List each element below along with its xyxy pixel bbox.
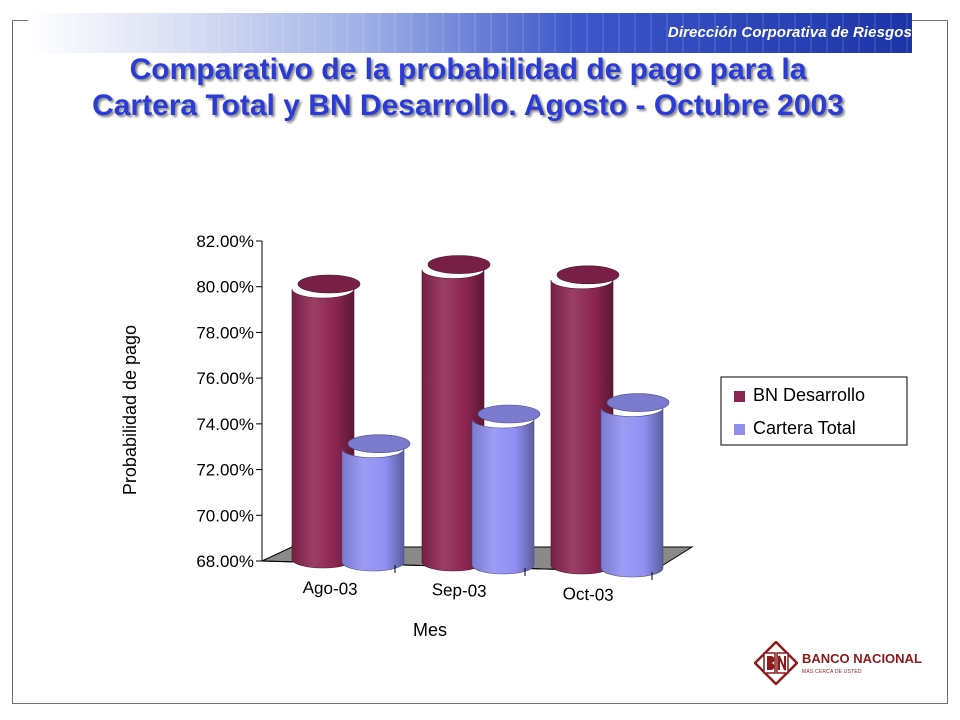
legend-swatch: [734, 391, 745, 402]
legend-label: BN Desarrollo: [753, 385, 865, 405]
x-tick-label: Oct-03: [562, 584, 614, 605]
header-text: Dirección Corporativa de Riesgos: [667, 24, 912, 41]
y-tick-label: 76.00%: [196, 369, 254, 388]
bn-emblem-icon: [754, 641, 798, 685]
legend-box: [720, 376, 908, 446]
bar-top: [347, 434, 411, 454]
y-tick-label: 72.00%: [196, 461, 254, 480]
title-line-1: Comparativo de la probabilidad de pago p…: [129, 53, 807, 86]
y-tick-label: 68.00%: [196, 552, 254, 571]
page-title: Comparativo de la probabilidad de pago p…: [16, 52, 920, 124]
bar-cartera-total-oct-03: [600, 407, 664, 578]
y-tick-label: 70.00%: [196, 506, 254, 525]
header-band: Dirección Corporativa de Riesgos: [28, 13, 912, 53]
legend-swatch: [734, 424, 745, 435]
bank-logo: BANCO NACIONAL MAS CERCA DE USTED: [754, 639, 944, 689]
bar-top: [556, 265, 620, 285]
logo-tagline: MAS CERCA DE USTED: [802, 669, 862, 675]
legend-label: Cartera Total: [753, 418, 856, 438]
logo-name: BANCO NACIONAL: [802, 651, 922, 666]
title-line-2: Cartera Total y BN Desarrollo. Agosto - …: [92, 89, 844, 122]
bar-top: [297, 274, 361, 294]
y-tick-label: 78.00%: [196, 323, 254, 342]
bar-top: [606, 393, 670, 412]
x-tick-label: Sep-03: [431, 580, 486, 601]
bar-top: [427, 255, 491, 274]
x-axis-title: Mes: [413, 620, 447, 640]
bar-top: [477, 404, 541, 424]
bar-cartera-total-ago-03: [341, 448, 405, 572]
y-tick-label: 80.00%: [196, 278, 254, 297]
y-axis-title: Probabilidad de pago: [120, 325, 140, 495]
bar-cartera-total-sep-03: [471, 418, 535, 575]
x-tick-label: Ago-03: [302, 578, 357, 599]
y-tick-label: 74.00%: [196, 415, 254, 434]
y-tick-label: 82.00%: [196, 232, 254, 251]
